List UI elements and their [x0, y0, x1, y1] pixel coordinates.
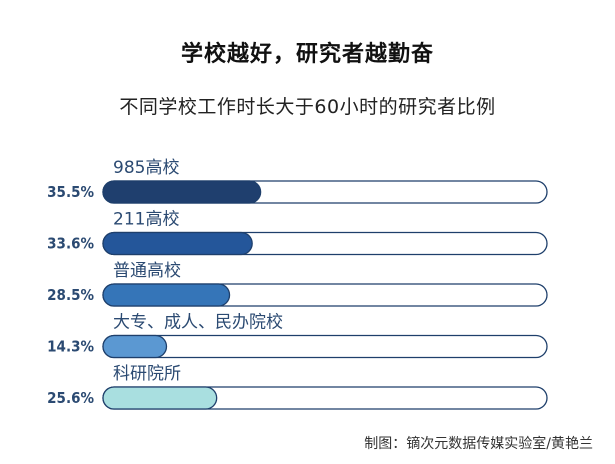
value-label: 14.3% [47, 338, 94, 356]
category-label: 大专、成人、民办院校 [113, 313, 283, 333]
bar-row: 211高校 33.6% [47, 210, 548, 256]
bar-row: 普通高校 28.5% [47, 261, 548, 307]
category-label: 211高校 [113, 210, 179, 230]
chart-subtitle: 不同学校工作时长大于60小时的研究者比例 [119, 96, 496, 118]
value-label: 25.6% [47, 389, 94, 407]
bar [102, 386, 218, 410]
value-label: 35.5% [47, 183, 94, 201]
bar-row: 科研院所 25.6% [47, 364, 548, 410]
bar [102, 283, 231, 307]
source-credit: 制图：镝次元数据传媒实验室/黄艳兰 [364, 436, 593, 452]
bar-track [102, 334, 548, 359]
category-label: 985高校 [113, 158, 179, 178]
bar-row: 大专、成人、民办院校 14.3% [47, 313, 548, 359]
bar-row: 985高校 35.5% [47, 158, 548, 204]
category-label: 普通高校 [113, 261, 181, 281]
value-label: 28.5% [47, 286, 94, 304]
bar [102, 334, 168, 359]
chart-title: 学校越好，研究者越勤奋 [180, 42, 434, 67]
bar [102, 231, 253, 256]
bar [102, 180, 262, 204]
category-label: 科研院所 [113, 364, 181, 384]
value-label: 33.6% [47, 235, 94, 253]
